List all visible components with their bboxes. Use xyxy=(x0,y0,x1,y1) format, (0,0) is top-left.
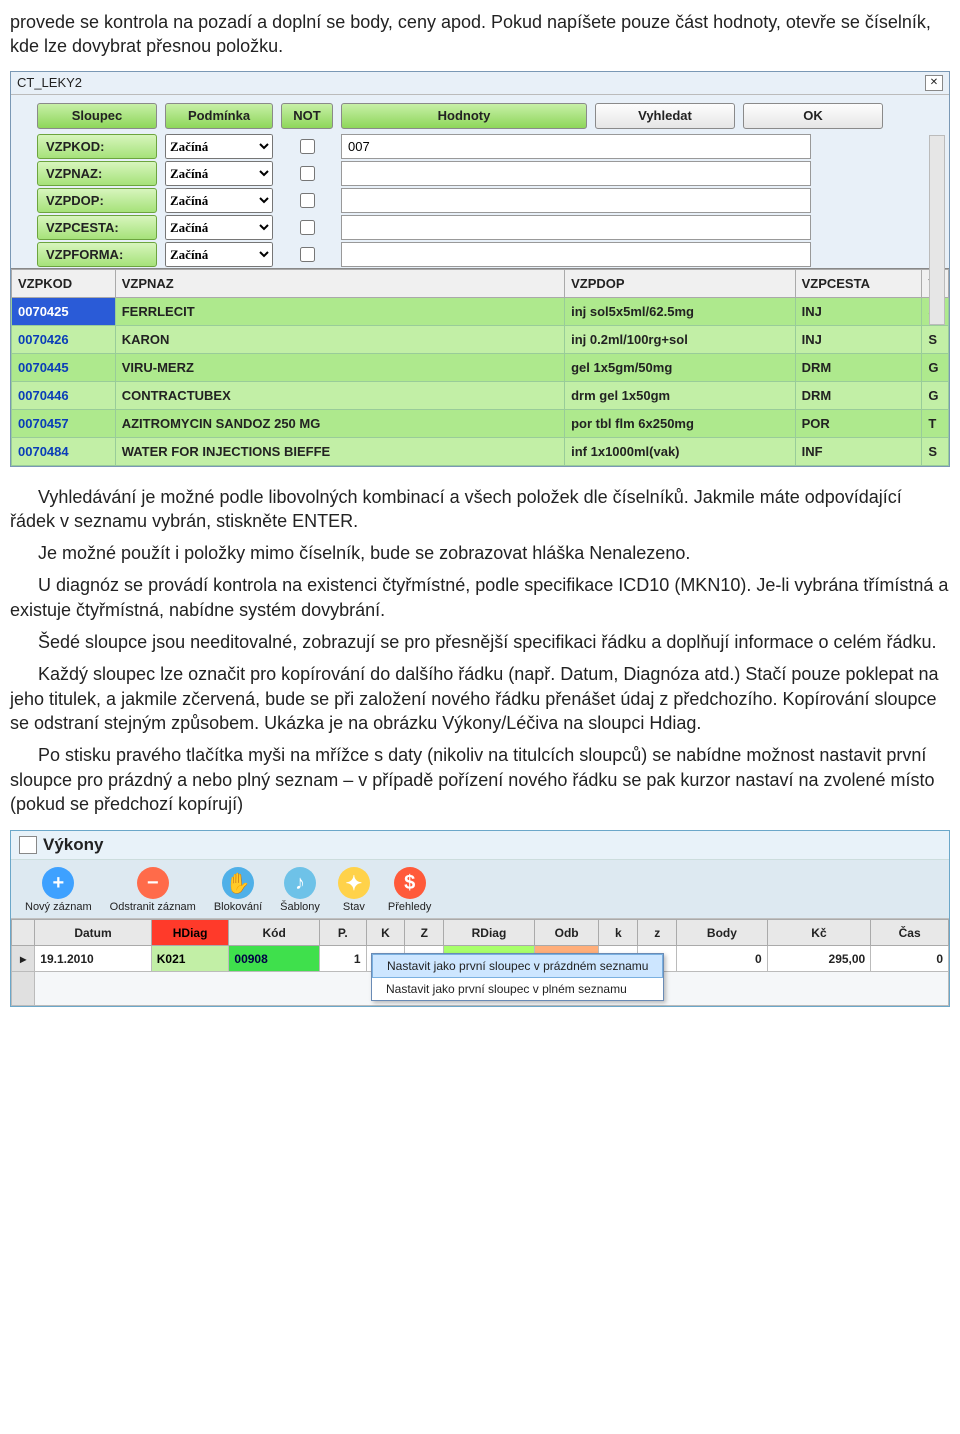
val-vzpcesta[interactable] xyxy=(341,215,811,240)
cond-vzpcesta[interactable]: Začíná xyxy=(165,215,273,240)
ct-leky-window: CT_LEKY2 ✕ Sloupec Podmínka NOT Hodnoty … xyxy=(10,71,950,467)
val-vzpdop[interactable] xyxy=(341,188,811,213)
p6: Po stisku pravého tlačítka myši na mřížc… xyxy=(10,743,950,816)
col-not[interactable]: NOT xyxy=(281,103,333,129)
label-vzpforma: VZPFORMA: xyxy=(37,242,157,267)
label-vzpnaz: VZPNAZ: xyxy=(37,161,157,186)
th-p[interactable]: P. xyxy=(319,920,366,946)
th-hdiag[interactable]: HDiag xyxy=(151,920,229,946)
btn-odstranit[interactable]: −Odstranit záznam xyxy=(102,864,204,916)
th-zz[interactable]: z xyxy=(638,920,677,946)
plus-icon: + xyxy=(42,867,74,899)
note-icon: ♪ xyxy=(284,867,316,899)
th-vzpnaz[interactable]: VZPNAZ xyxy=(115,269,564,297)
toolbar: +Nový záznam −Odstranit záznam ✋Blokován… xyxy=(11,860,949,919)
th-datum[interactable]: Datum xyxy=(35,920,151,946)
cond-vzpforma[interactable]: Začíná xyxy=(165,242,273,267)
vykony-window: Výkony +Nový záznam −Odstranit záznam ✋B… xyxy=(10,830,950,1007)
label-vzpkod: VZPKOD: xyxy=(37,134,157,159)
window-icon xyxy=(19,836,37,854)
th-vzpdop[interactable]: VZPDOP xyxy=(565,269,795,297)
vykony-title: Výkony xyxy=(43,835,103,855)
p3: U diagnóz se provádí kontrola na existen… xyxy=(10,573,950,622)
not-vzpforma[interactable] xyxy=(300,247,315,262)
cond-vzpkod[interactable]: Začíná xyxy=(165,134,273,159)
th-odb[interactable]: Odb xyxy=(534,920,599,946)
not-vzpcesta[interactable] xyxy=(300,220,315,235)
th-kk[interactable]: k xyxy=(599,920,638,946)
hand-icon: ✋ xyxy=(222,867,254,899)
th-vzpcesta[interactable]: VZPCESTA xyxy=(795,269,922,297)
p4: Šedé sloupce jsou needitovalné, zobrazuj… xyxy=(10,630,950,654)
context-menu: Nastavit jako první sloupec v prázdném s… xyxy=(371,953,664,1001)
not-vzpdop[interactable] xyxy=(300,193,315,208)
btn-sablony[interactable]: ♪Šablony xyxy=(272,864,328,916)
th-rdiag[interactable]: RDiag xyxy=(444,920,535,946)
col-podminka[interactable]: Podmínka xyxy=(165,103,273,129)
row-marker: ▸ xyxy=(12,946,35,972)
btn-blokovani[interactable]: ✋Blokování xyxy=(206,864,270,916)
bag-icon: $ xyxy=(394,867,426,899)
row[interactable]: 0070457AZITROMYCIN SANDOZ 250 MGpor tbl … xyxy=(12,409,949,437)
p5: Každý sloupec lze označit pro kopírování… xyxy=(10,662,950,735)
row[interactable]: 0070425FERRLECITinj sol5x5ml/62.5mgINJS xyxy=(12,297,949,325)
close-icon[interactable]: ✕ xyxy=(925,75,943,91)
scrollbar[interactable] xyxy=(929,135,945,325)
th-k[interactable]: K xyxy=(366,920,405,946)
p2: Je možné použít i položky mimo číselník,… xyxy=(10,541,950,565)
window-title: CT_LEKY2 xyxy=(17,75,82,90)
btn-novy[interactable]: +Nový záznam xyxy=(17,864,100,916)
th-cas[interactable]: Čas xyxy=(871,920,949,946)
btn-stav[interactable]: ✦Stav xyxy=(330,864,378,916)
menu-item-full[interactable]: Nastavit jako první sloupec v plném sezn… xyxy=(372,978,663,1000)
th-kod[interactable]: Kód xyxy=(229,920,320,946)
val-vzpforma[interactable] xyxy=(341,242,811,267)
label-vzpcesta: VZPCESTA: xyxy=(37,215,157,240)
th-kc[interactable]: Kč xyxy=(767,920,871,946)
row[interactable]: 0070484WATER FOR INJECTIONS BIEFFEinf 1x… xyxy=(12,437,949,465)
minus-icon: − xyxy=(137,867,169,899)
label-vzpdop: VZPDOP: xyxy=(37,188,157,213)
row[interactable]: 0070446CONTRACTUBEXdrm gel 1x50gmDRMG xyxy=(12,381,949,409)
cond-vzpdop[interactable]: Začíná xyxy=(165,188,273,213)
spark-icon: ✦ xyxy=(338,867,370,899)
col-sloupec[interactable]: Sloupec xyxy=(37,103,157,129)
intro-1: provede se kontrola na pozadí a doplní s… xyxy=(10,10,950,59)
cond-vzpnaz[interactable]: Začíná xyxy=(165,161,273,186)
menu-item-empty[interactable]: Nastavit jako první sloupec v prázdném s… xyxy=(372,954,663,978)
p1: Vyhledávání je možné podle libovolných k… xyxy=(10,485,950,534)
th-vzpkod[interactable]: VZPKOD xyxy=(12,269,116,297)
ok-button[interactable]: OK xyxy=(743,103,883,129)
not-vzpkod[interactable] xyxy=(300,139,315,154)
row[interactable]: 0070445VIRU-MERZgel 1x5gm/50mgDRMG xyxy=(12,353,949,381)
row[interactable]: 0070426KARONinj 0.2ml/100rg+solINJS xyxy=(12,325,949,353)
results-grid: VZPKOD VZPNAZ VZPDOP VZPCESTA V 0070425F… xyxy=(11,268,949,466)
not-vzpnaz[interactable] xyxy=(300,166,315,181)
val-vzpkod[interactable] xyxy=(341,134,811,159)
col-hodnoty[interactable]: Hodnoty xyxy=(341,103,587,129)
btn-prehledy[interactable]: $Přehledy xyxy=(380,864,439,916)
th-body[interactable]: Body xyxy=(677,920,768,946)
th-z[interactable]: Z xyxy=(405,920,444,946)
vyhledat-button[interactable]: Vyhledat xyxy=(595,103,735,129)
val-vzpnaz[interactable] xyxy=(341,161,811,186)
